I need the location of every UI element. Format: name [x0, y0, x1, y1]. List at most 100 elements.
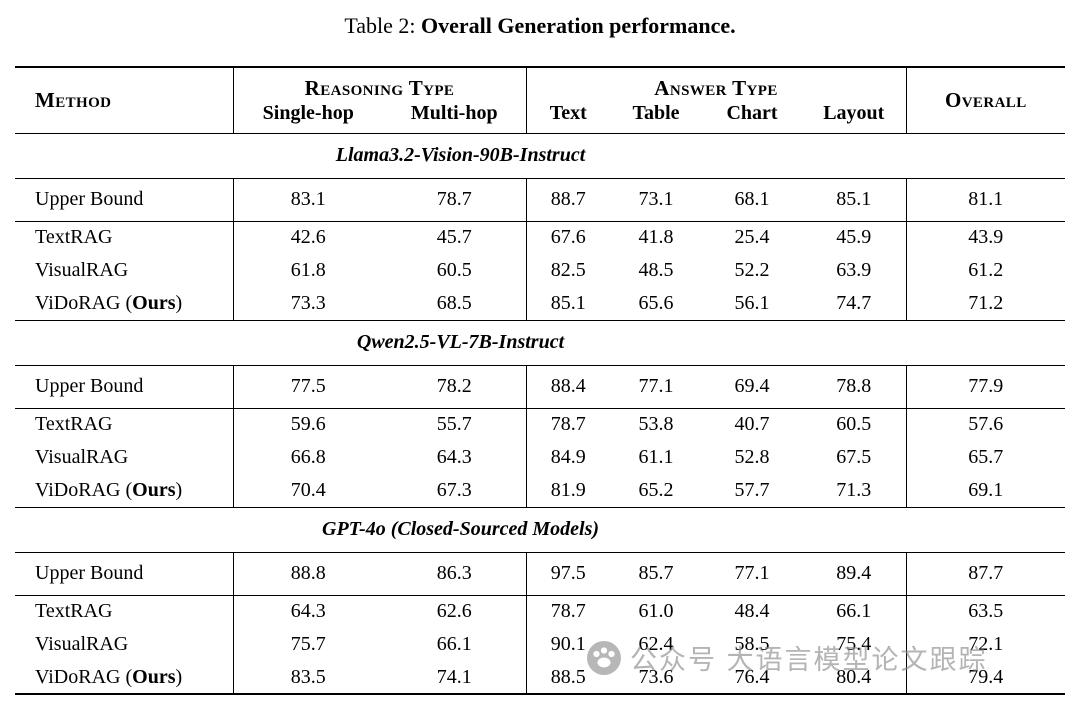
- value-cell: 61.1: [638, 446, 674, 468]
- method-row: TextRAG 64.3 62.6 78.7 61.0 48.4 66.1 63.5: [15, 595, 1066, 628]
- value-cell: 56.1: [734, 291, 770, 314]
- col-header-text: Text: [525, 101, 611, 133]
- value-cell: 76.4: [734, 665, 770, 688]
- col-header-overall: Overall: [905, 67, 1066, 133]
- value-cell: 63.9: [836, 259, 872, 281]
- value-cell: 72.1: [905, 628, 1066, 661]
- table-caption: Table 2: Overall Generation performance.: [0, 0, 1080, 40]
- value-cell: 63.5: [905, 595, 1066, 628]
- value-cell: 66.1: [836, 600, 872, 623]
- value-cell: 87.7: [905, 552, 1066, 596]
- value-cell: 71.2: [905, 287, 1066, 320]
- value-cell: 89.4: [802, 552, 907, 596]
- value-cell: 59.6: [232, 408, 383, 441]
- value-cell: 81.9: [525, 474, 611, 507]
- method-name-cell: ViDoRAG (Ours): [15, 661, 233, 694]
- method-name-cell: VisualRAG: [15, 628, 233, 661]
- col-header-multi-hop: Multi-hop: [410, 102, 498, 124]
- col-group-reasoning-type: Reasoning Type: [232, 67, 527, 101]
- value-cell: 88.8: [232, 552, 383, 596]
- method-name: Upper Bound: [35, 375, 144, 397]
- value-cell: 55.7: [436, 413, 472, 436]
- col-header-chart: Chart: [726, 102, 778, 124]
- section-title-filler: [906, 132, 1066, 179]
- value-cell: 60.5: [436, 259, 472, 281]
- method-name: TextRAG: [35, 413, 113, 436]
- method-name-suffix: ): [175, 291, 183, 314]
- method-name-cell: Upper Bound: [15, 552, 233, 596]
- value-cell: 42.6: [232, 221, 383, 254]
- value-cell: 80.4: [836, 665, 872, 688]
- value-cell: 70.4: [232, 474, 383, 507]
- value-cell: 62.6: [436, 600, 472, 623]
- method-row: ViDoRAG (Ours) 83.5 74.1 88.5 73.6 76.4 80.4 79…: [15, 661, 1066, 694]
- value-cell: 88.4: [525, 365, 611, 409]
- value-cell: 73.6: [638, 665, 674, 688]
- value-cell: 82.5: [525, 254, 611, 287]
- value-cell: 78.7: [525, 408, 611, 441]
- value-cell: 85.7: [610, 552, 703, 596]
- value-cell: 48.5: [638, 259, 674, 281]
- value-cell: 75.4: [836, 633, 872, 655]
- value-cell: 77.5: [232, 365, 383, 409]
- col-header-single-hop: Single-hop: [232, 101, 383, 133]
- value-cell: 52.2: [734, 259, 770, 281]
- method-row: ViDoRAG (Ours) 70.4 67.3 81.9 65.2 57.7 71.3 69…: [15, 474, 1066, 507]
- value-cell: 79.4: [905, 661, 1066, 694]
- col-header-method: Method: [35, 87, 112, 112]
- section-title-row: Llama3.2-Vision-90B-Instruct: [15, 132, 1066, 179]
- method-name-suffix: ): [175, 478, 183, 501]
- value-cell: 78.2: [383, 365, 527, 409]
- section-title-filler: [906, 319, 1066, 366]
- upper-bound-row: Upper Bound 88.8 86.3 97.5 85.7 77.1 89.4 87.7: [15, 552, 1066, 596]
- method-name-cell: Upper Bound: [15, 365, 233, 409]
- method-name-cell: ViDoRAG (Ours): [15, 474, 233, 507]
- value-cell: 83.1: [232, 178, 383, 222]
- header-group-row: Method Reasoning Type Answer Type Overal…: [15, 67, 1066, 133]
- value-cell: 85.1: [525, 287, 611, 320]
- section-title-row: GPT-4o (Closed-Sourced Models): [15, 506, 1066, 553]
- method-name: VisualRAG: [35, 446, 129, 468]
- section-title-filler: [906, 506, 1066, 553]
- method-name-cell: TextRAG: [15, 595, 233, 628]
- value-cell: 57.6: [905, 408, 1066, 441]
- method-name-cell: ViDoRAG (Ours): [15, 287, 233, 320]
- value-cell: 48.4: [734, 600, 770, 623]
- method-name-suffix: ): [175, 665, 183, 688]
- value-cell: 61.2: [905, 254, 1066, 287]
- method-name: Upper Bound: [35, 188, 144, 210]
- value-cell: 67.3: [436, 478, 472, 501]
- method-name: Upper Bound: [35, 562, 144, 584]
- caption-title: Overall Generation performance.: [421, 13, 736, 38]
- method-name: ViDoRAG (: [35, 478, 133, 501]
- value-cell: 78.8: [802, 365, 907, 409]
- value-cell: 41.8: [638, 226, 674, 249]
- value-cell: 88.5: [525, 661, 611, 694]
- value-cell: 74.7: [836, 291, 872, 314]
- value-cell: 43.9: [905, 221, 1066, 254]
- value-cell: 68.1: [702, 178, 803, 222]
- section-title-row: Qwen2.5-VL-7B-Instruct: [15, 319, 1066, 366]
- method-name: TextRAG: [35, 600, 113, 623]
- method-row: TextRAG 42.6 45.7 67.6 41.8 25.4 45.9 43.9: [15, 221, 1066, 254]
- method-row: TextRAG 59.6 55.7 78.7 53.8 40.7 60.5 57.6: [15, 408, 1066, 441]
- method-name-bold: Ours: [132, 478, 176, 501]
- value-cell: 84.9: [525, 441, 611, 474]
- value-cell: 73.3: [232, 287, 383, 320]
- value-cell: 71.3: [836, 478, 872, 501]
- value-cell: 62.4: [638, 633, 674, 655]
- col-group-answer-type: Answer Type: [525, 67, 907, 101]
- section-title: Qwen2.5-VL-7B-Instruct: [15, 319, 907, 366]
- value-cell: 88.7: [525, 178, 611, 222]
- caption-prefix: Table 2:: [344, 13, 421, 38]
- value-cell: 69.4: [702, 365, 803, 409]
- value-cell: 97.5: [525, 552, 611, 596]
- value-cell: 78.7: [383, 178, 527, 222]
- value-cell: 90.1: [525, 628, 611, 661]
- section-title: GPT-4o (Closed-Sourced Models): [15, 506, 907, 553]
- value-cell: 40.7: [734, 413, 770, 436]
- header-sub-row: Single-hop Multi-hop Text Table Chart La…: [15, 101, 1065, 133]
- method-name: ViDoRAG (: [35, 291, 133, 314]
- method-name-cell: Upper Bound: [15, 178, 233, 222]
